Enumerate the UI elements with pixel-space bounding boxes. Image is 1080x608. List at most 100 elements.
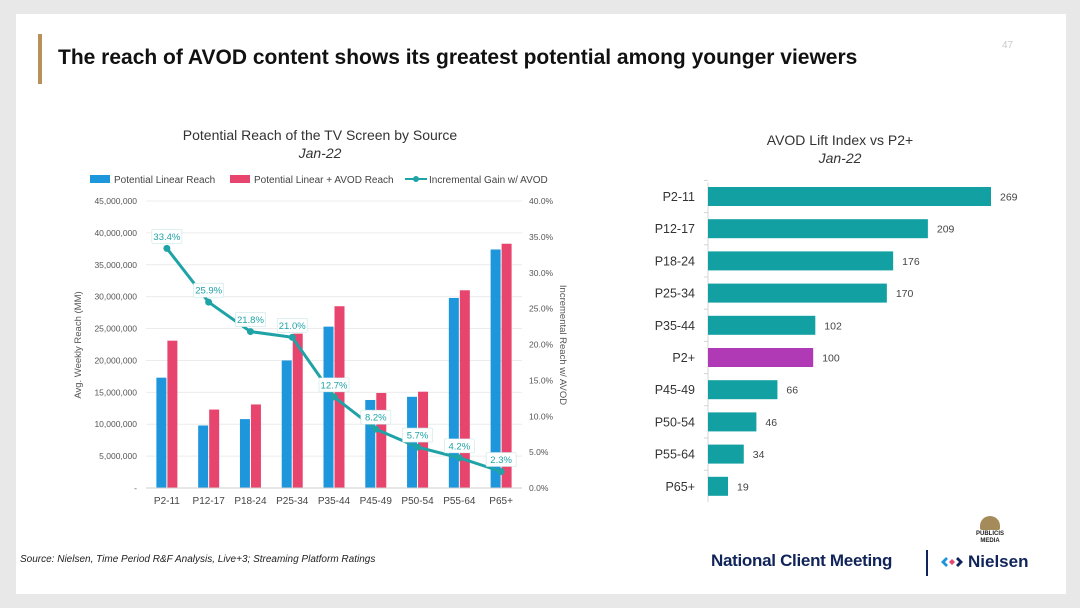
gain-data-label: 12.7%	[321, 380, 348, 391]
bar-linear-p12-17	[198, 425, 209, 488]
lift-category-label: P12-17	[655, 222, 695, 236]
bar-avod-p55-64	[459, 290, 470, 488]
gain-label-box	[402, 427, 433, 443]
lift-bar-p50-54	[708, 412, 757, 432]
gain-point	[497, 467, 505, 475]
gain-label-box	[318, 377, 350, 393]
gain-label-box	[485, 452, 517, 467]
gain-point	[205, 298, 213, 306]
gain-data-label: 2.3%	[490, 455, 512, 466]
y-tick-label: 40,000,000	[94, 228, 137, 238]
bar-linear-p2-11	[156, 377, 167, 488]
gain-label-box	[151, 229, 183, 244]
bar-avod-p25-34	[292, 333, 303, 488]
x-tick-label: P65+	[489, 496, 513, 507]
gain-point	[414, 443, 422, 451]
lift-category-label: P45-49	[655, 383, 695, 397]
gain-label-box	[276, 318, 308, 333]
gain-data-label: 8.2%	[365, 413, 387, 424]
publicis-media-logo: PUBLICIS MEDIA	[968, 516, 1012, 545]
y2-tick-label: 30.0%	[529, 268, 554, 278]
y2-tick-label: 5.0%	[529, 447, 549, 457]
nielsen-arrows-icon	[941, 557, 963, 567]
lift-value-label: 100	[822, 353, 840, 365]
x-tick-label: P25-34	[276, 496, 309, 507]
lift-bar-p2-11	[708, 187, 991, 206]
page-number: 47	[1002, 40, 1014, 51]
bar-avod-p18-24	[250, 404, 261, 488]
y2-tick-label: 0.0%	[529, 483, 549, 493]
gain-data-label: 33.4%	[153, 232, 180, 243]
gain-point	[288, 333, 296, 341]
gain-label-box	[193, 282, 224, 298]
x-tick-label: P35-44	[318, 496, 351, 507]
lift-chart-subtitle: Jan-22	[818, 150, 862, 166]
y2-tick-label: 40.0%	[529, 196, 554, 206]
legend-swatch-2	[230, 175, 250, 183]
lift-value-label: 170	[896, 288, 914, 300]
lift-value-label: 46	[765, 417, 777, 429]
lift-bar-p18-24	[708, 251, 894, 271]
y2-tick-label: 15.0%	[529, 375, 554, 385]
lift-bar-p55-64	[708, 444, 744, 464]
nielsen-wordmark: Nielsen	[968, 552, 1029, 571]
gain-label-box	[235, 312, 266, 327]
gain-point	[163, 244, 171, 252]
legend-label-3: Incremental Gain w/ AVOD	[429, 175, 548, 186]
lift-category-label: P2+	[672, 351, 695, 365]
lift-bar-p25-34	[708, 283, 887, 303]
slide	[16, 14, 1066, 594]
y-tick-label: 45,000,000	[94, 196, 137, 206]
lift-value-label: 209	[937, 224, 955, 236]
y-tick-label: -	[134, 483, 137, 493]
bar-linear-p65+	[490, 249, 501, 488]
gain-data-label: 4.2%	[449, 441, 471, 452]
bar-linear-p55-64	[448, 297, 459, 488]
publicis-lion-icon	[980, 516, 1000, 530]
footer-divider	[926, 550, 928, 576]
publicis-logo-line2: MEDIA	[980, 538, 1000, 544]
bar-avod-p35-44	[334, 306, 345, 488]
gain-label-box	[360, 409, 392, 425]
gain-point	[246, 328, 254, 336]
y-tick-label: 5,000,000	[99, 451, 137, 461]
x-tick-label: P45-49	[360, 496, 393, 507]
legend-marker-3	[413, 176, 419, 182]
lift-chart-title: AVOD Lift Index vs P2+	[767, 132, 913, 148]
y-tick-label: 25,000,000	[94, 324, 137, 334]
legend-label-2: Potential Linear + AVOD Reach	[254, 175, 394, 186]
y2-tick-label: 25.0%	[529, 304, 554, 314]
y-tick-label: 30,000,000	[94, 292, 137, 302]
y-tick-label: 20,000,000	[94, 355, 137, 365]
y-tick-label: 35,000,000	[94, 260, 137, 270]
y2-tick-label: 20.0%	[529, 340, 554, 350]
x-tick-label: P18-24	[234, 496, 267, 507]
lift-category-label: P50-54	[655, 415, 695, 429]
lift-bar-p65plus	[708, 476, 728, 496]
lift-category-label: P2-11	[663, 190, 695, 204]
gain-label-box	[444, 438, 475, 454]
lift-value-label: 269	[1000, 192, 1018, 204]
gain-data-label: 5.7%	[407, 431, 429, 442]
y2-tick-label: 35.0%	[529, 232, 554, 242]
chart-subtitle: Jan-22	[298, 145, 342, 161]
lift-category-label: P35-44	[655, 319, 695, 333]
lift-value-label: 66	[786, 385, 798, 397]
lift-category-label: P18-24	[655, 254, 695, 268]
y-tick-label: 15,000,000	[94, 387, 137, 397]
bar-linear-p45-49	[365, 399, 376, 488]
lift-category-label: P55-64	[655, 448, 695, 462]
gain-data-label: 21.8%	[237, 315, 264, 326]
y-axis-label: Avg. Weekly Reach (MM)	[73, 291, 84, 398]
bar-avod-p45-49	[376, 392, 387, 488]
x-tick-label: P2-11	[154, 496, 180, 507]
gain-point	[372, 425, 380, 433]
lift-category-label: P25-34	[655, 287, 695, 301]
lift-value-label: 34	[753, 449, 765, 461]
bar-linear-p35-44	[323, 326, 334, 488]
lift-bar-p12-17	[708, 219, 928, 239]
meeting-name: National Client Meeting	[711, 551, 893, 570]
legend-label-1: Potential Linear Reach	[114, 175, 215, 186]
x-tick-label: P12-17	[193, 496, 226, 507]
